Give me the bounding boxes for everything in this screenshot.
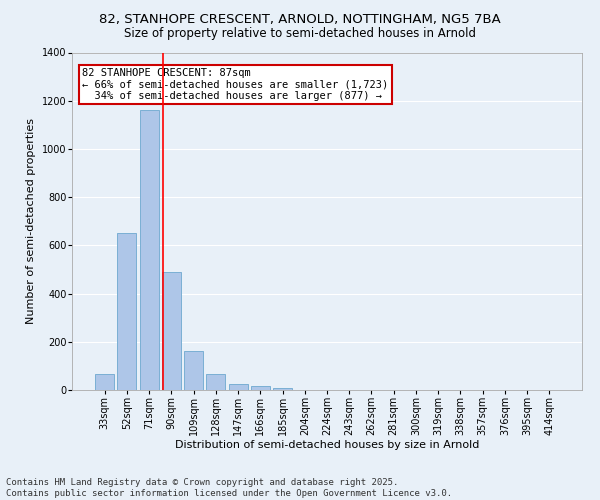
Text: Contains HM Land Registry data © Crown copyright and database right 2025.
Contai: Contains HM Land Registry data © Crown c…	[6, 478, 452, 498]
X-axis label: Distribution of semi-detached houses by size in Arnold: Distribution of semi-detached houses by …	[175, 440, 479, 450]
Bar	[184, 352, 203, 390]
Text: 82, STANHOPE CRESCENT, ARNOLD, NOTTINGHAM, NG5 7BA: 82, STANHOPE CRESCENT, ARNOLD, NOTTINGHA…	[99, 12, 501, 26]
Bar	[162, 272, 181, 390]
Text: 82 STANHOPE CRESCENT: 87sqm
← 66% of semi-detached houses are smaller (1,723)
  : 82 STANHOPE CRESCENT: 87sqm ← 66% of sem…	[82, 68, 388, 101]
Bar	[206, 374, 225, 390]
Bar	[140, 110, 158, 390]
Bar	[118, 234, 136, 390]
Text: Size of property relative to semi-detached houses in Arnold: Size of property relative to semi-detach…	[124, 28, 476, 40]
Y-axis label: Number of semi-detached properties: Number of semi-detached properties	[26, 118, 36, 324]
Bar	[229, 384, 248, 390]
Bar	[251, 386, 270, 390]
Bar	[95, 374, 114, 390]
Bar	[273, 388, 292, 390]
